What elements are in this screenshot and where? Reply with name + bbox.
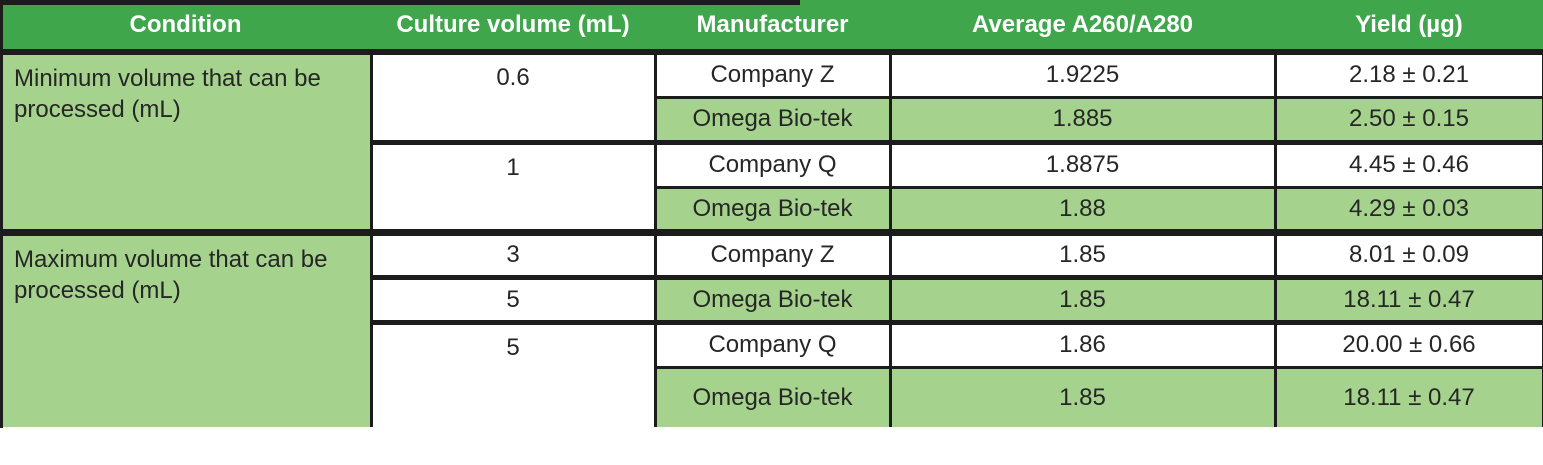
- yield-cell: 2.50 ± 0.15: [1273, 97, 1543, 145]
- column-header-culture-volume-ml: Culture volume (mL): [371, 0, 655, 55]
- culture-volume-cell: 5: [369, 322, 655, 427]
- table-row: Maximum volume that can be processed (mL…: [0, 232, 1543, 427]
- manufacturer-cell: Omega Bio-tek: [653, 367, 890, 427]
- culture-volume-cell: 5: [369, 277, 655, 325]
- yield-cell: 18.11 ± 0.47: [1273, 367, 1543, 427]
- table-row: 1 Company Q 1.8875 4.45 ± 0.46: [0, 142, 1543, 236]
- yield-cell: 2.18 ± 0.21: [1273, 52, 1543, 99]
- column-header-manufacturer: Manufacturer: [655, 0, 890, 55]
- yield-cell: 20.00 ± 0.66: [1273, 322, 1543, 369]
- manufacturer-cell: Company Q: [653, 322, 890, 369]
- manufacturer-cell: Omega Bio-tek: [653, 277, 890, 325]
- column-header-yield-g: Yield (µg): [1275, 0, 1543, 55]
- culture-volume-cell: 1: [369, 142, 655, 236]
- table-row: Omega Bio-tek 1.885 2.50 ± 0.15: [0, 97, 1543, 145]
- column-header-condition: Condition: [0, 0, 371, 55]
- a260-a280-cell: 1.85: [888, 277, 1275, 325]
- manufacturer-cell: Company Z: [653, 232, 890, 280]
- manufacturer-cell: Company Q: [653, 142, 890, 189]
- table-row: 5 Company Q 1.86 20.00 ± 0.66: [0, 322, 1543, 427]
- a260-a280-cell: 1.8875: [888, 142, 1275, 189]
- a260-a280-cell: 1.885: [888, 97, 1275, 145]
- column-header-average-a260-a280: Average A260/A280: [890, 0, 1275, 55]
- comparison-table: Condition Culture volume (mL) Manufacturer…: [0, 0, 1543, 427]
- table-body: Minimum volume that can be processed (mL…: [0, 52, 1543, 427]
- manufacturer-cell: Company Z: [653, 52, 890, 99]
- table-outer-border-top: [0, 0, 800, 5]
- a260-a280-cell: 1.85: [888, 367, 1275, 427]
- a260-a280-cell: 1.9225: [888, 52, 1275, 99]
- yield-cell: 18.11 ± 0.47: [1273, 277, 1543, 325]
- table-row: Minimum volume that can be processed (mL…: [0, 52, 1543, 236]
- table-row: Omega Bio-tek 1.88 4.29 ± 0.03: [0, 187, 1543, 236]
- condition-cell: Maximum volume that can be processed (mL…: [0, 232, 371, 427]
- a260-a280-cell: 1.86: [888, 322, 1275, 369]
- manufacturer-cell: Omega Bio-tek: [653, 97, 890, 145]
- yield-cell: 4.45 ± 0.46: [1273, 142, 1543, 189]
- a260-a280-cell: 1.85: [888, 232, 1275, 280]
- culture-volume-cell: 3: [369, 232, 655, 280]
- culture-volume-cell: 0.6: [369, 52, 655, 145]
- table-header: Condition Culture volume (mL) Manufacturer…: [0, 0, 1543, 55]
- yield-cell: 4.29 ± 0.03: [1273, 187, 1543, 236]
- condition-cell: Minimum volume that can be processed (mL…: [0, 52, 371, 236]
- table-row: 5 Omega Bio-tek 1.85 18.11 ± 0.47: [0, 277, 1543, 325]
- yield-cell: 8.01 ± 0.09: [1273, 232, 1543, 280]
- a260-a280-cell: 1.88: [888, 187, 1275, 236]
- table-outer-border-left: [0, 0, 3, 428]
- table-row: Omega Bio-tek 1.85 18.11 ± 0.47: [0, 367, 1543, 427]
- manufacturer-cell: Omega Bio-tek: [653, 187, 890, 236]
- header-row: Condition Culture volume (mL) Manufacturer…: [0, 0, 1543, 55]
